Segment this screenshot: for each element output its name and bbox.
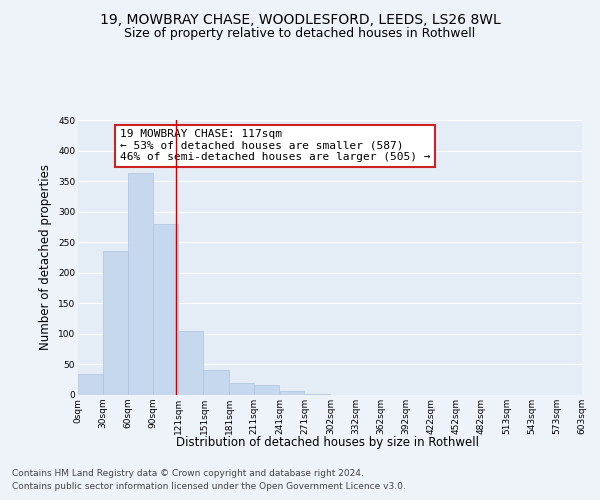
- Bar: [154, 224, 178, 395]
- Bar: [254, 385, 280, 395]
- Bar: [280, 392, 304, 395]
- Bar: [229, 383, 254, 395]
- Y-axis label: Number of detached properties: Number of detached properties: [40, 164, 52, 350]
- Text: Size of property relative to detached houses in Rothwell: Size of property relative to detached ho…: [124, 28, 476, 40]
- Bar: [305, 394, 330, 395]
- Bar: [178, 331, 203, 395]
- Text: 19, MOWBRAY CHASE, WOODLESFORD, LEEDS, LS26 8WL: 19, MOWBRAY CHASE, WOODLESFORD, LEEDS, L…: [100, 12, 500, 26]
- Bar: [128, 173, 153, 395]
- Text: Contains HM Land Registry data © Crown copyright and database right 2024.: Contains HM Land Registry data © Crown c…: [12, 468, 364, 477]
- Text: Distribution of detached houses by size in Rothwell: Distribution of detached houses by size …: [176, 436, 479, 449]
- Bar: [103, 252, 128, 395]
- Text: 19 MOWBRAY CHASE: 117sqm
← 53% of detached houses are smaller (587)
46% of semi-: 19 MOWBRAY CHASE: 117sqm ← 53% of detach…: [120, 129, 430, 162]
- Text: Contains public sector information licensed under the Open Government Licence v3: Contains public sector information licen…: [12, 482, 406, 491]
- Bar: [78, 374, 103, 395]
- Bar: [203, 370, 229, 395]
